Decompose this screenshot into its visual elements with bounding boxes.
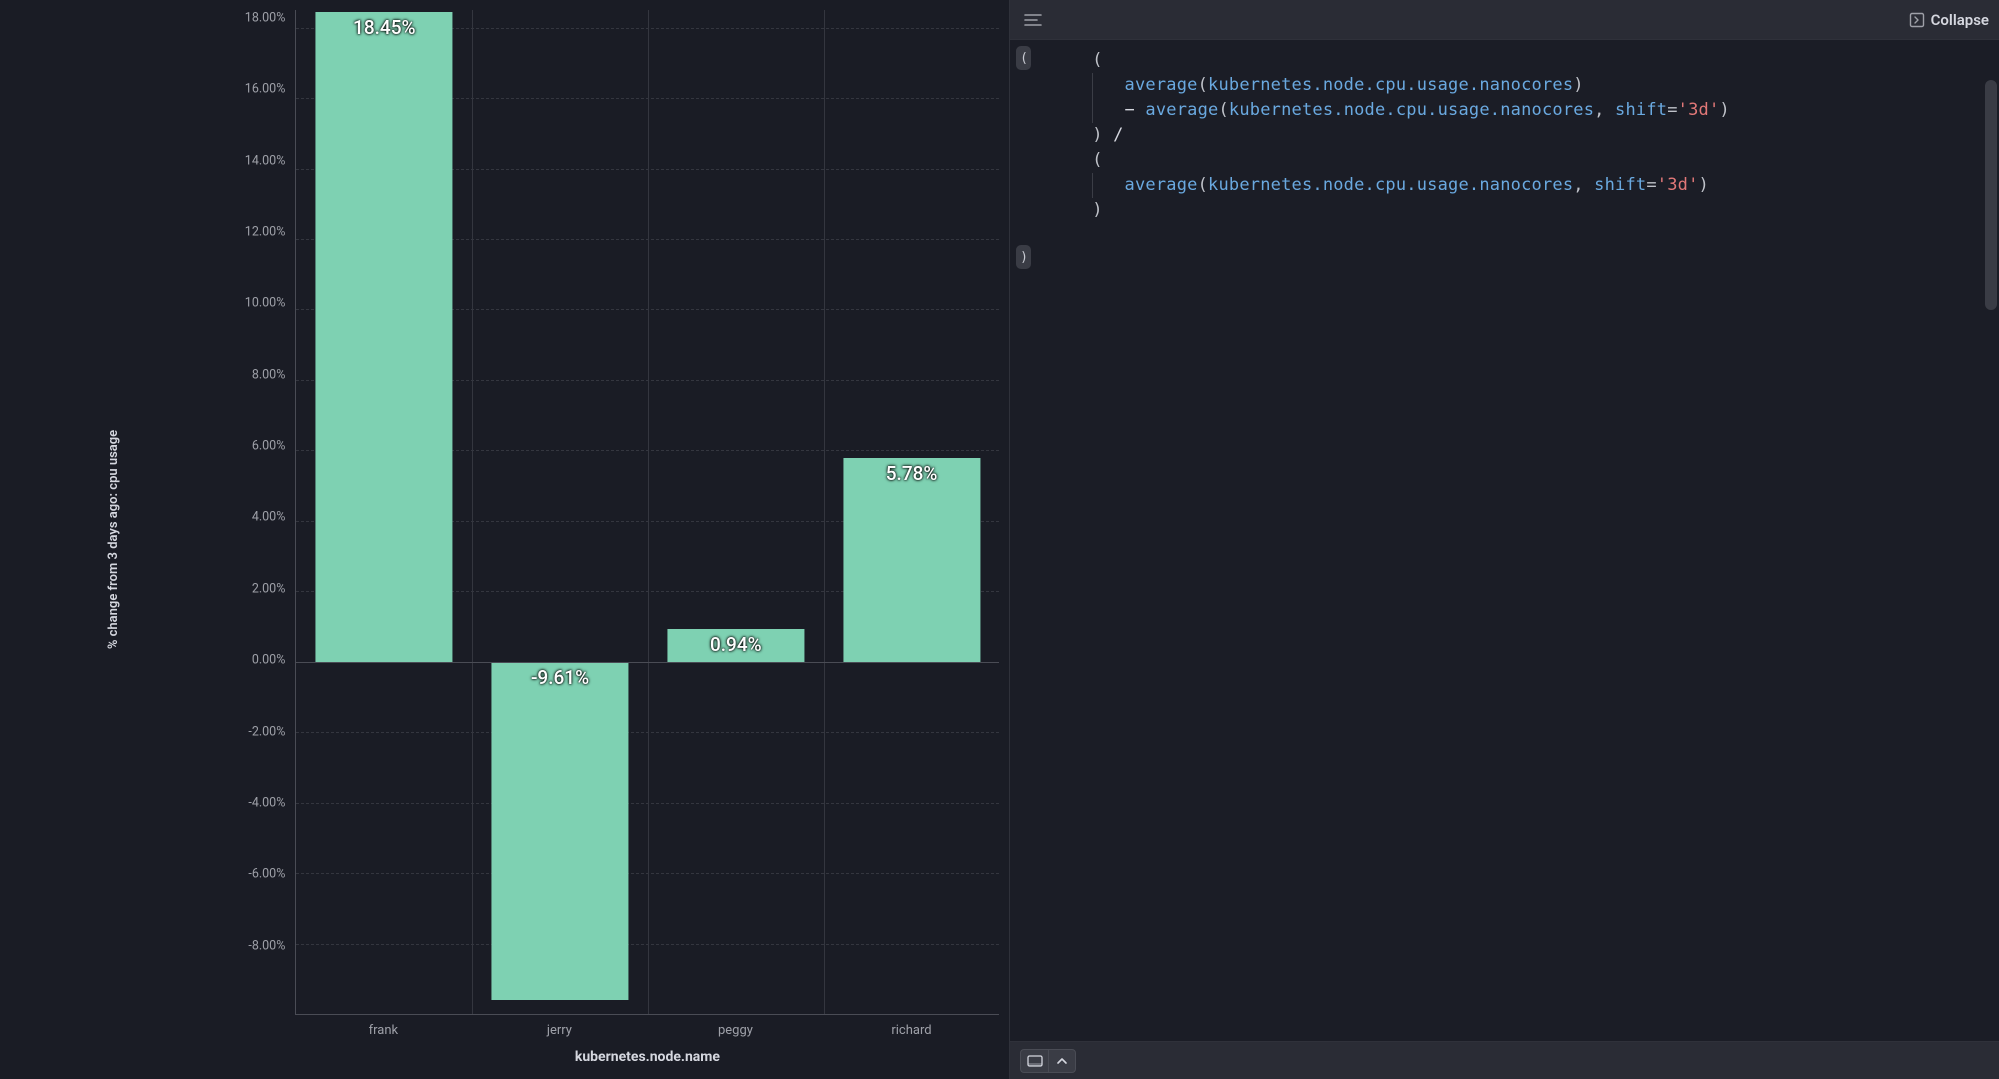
- chart-bar-value-label: 18.45%: [353, 16, 415, 39]
- chart-y-tick-label: 10.00%: [245, 296, 286, 311]
- chart-y-tick-label: 2.00%: [252, 581, 286, 596]
- fold-close-icon[interactable]: ): [1016, 245, 1031, 269]
- chart-y-tick-label: 8.00%: [252, 367, 286, 382]
- chart-x-tick-label: peggy: [647, 1017, 823, 1041]
- collapse-icon: [1909, 12, 1925, 28]
- chart-x-tick-label: frank: [295, 1017, 471, 1041]
- chart-bar-slot: 18.45%: [296, 10, 472, 1014]
- chart-y-axis-title: % change from 3 days ago: cpu usage: [106, 430, 121, 649]
- editor-gutter: ( ): [1016, 46, 1040, 269]
- editor-panel: Collapse ( ) ( average(kubernetes.node.c…: [1009, 0, 1999, 1079]
- editor-body[interactable]: ( ) ( average(kubernetes.node.cpu.usage.…: [1010, 40, 1999, 1041]
- editor-footer: [1010, 1041, 1999, 1079]
- chart-x-axis-title: kubernetes.node.name: [295, 1041, 999, 1079]
- keyboard-shortcuts-button[interactable]: [1020, 1049, 1048, 1073]
- chart-y-tick-label: -6.00%: [248, 867, 285, 882]
- chart-bar-value-label: 5.78%: [886, 462, 938, 485]
- chart-x-tick-label: jerry: [471, 1017, 647, 1041]
- chart-body: 18.00% 16.00% 14.00% 12.00% 10.00% 8.00% 6.00%…: [223, 0, 999, 1079]
- chart-bar-value-label: -9.61%: [531, 666, 589, 689]
- chart-y-axis-title-wrap: % change from 3 days ago: cpu usage: [4, 0, 223, 1079]
- editor-toolbar: Collapse: [1010, 0, 1999, 40]
- chart-y-tick-label: 0.00%: [252, 653, 286, 668]
- chart-x-tick-label: richard: [823, 1017, 999, 1041]
- chart-y-tick-label: 14.00%: [245, 153, 286, 168]
- chart-plot-row: 18.00% 16.00% 14.00% 12.00% 10.00% 8.00% 6.00%…: [223, 0, 999, 1017]
- chart-bar-slot: -9.61%: [472, 10, 648, 1014]
- chart-zero-line: [296, 662, 999, 663]
- chart-plot-area[interactable]: 18.45% -9.61% 0.94% 5.78%: [295, 10, 999, 1015]
- chart-bar[interactable]: [843, 458, 980, 662]
- chart-bar-slot: 0.94%: [648, 10, 824, 1014]
- chart-bar[interactable]: [316, 12, 453, 662]
- chart-x-ticks: frankjerrypeggyrichard: [295, 1017, 999, 1041]
- chart-bar[interactable]: [491, 662, 628, 1001]
- chart-panel: % change from 3 days ago: cpu usage 18.0…: [0, 0, 1009, 1079]
- app-root: % change from 3 days ago: cpu usage 18.0…: [0, 0, 1999, 1079]
- chart-y-tick-label: 12.00%: [245, 224, 286, 239]
- chart-bar-slot: 5.78%: [824, 10, 1000, 1014]
- collapse-button-label: Collapse: [1931, 11, 1989, 29]
- editor-code[interactable]: ( average(kubernetes.node.cpu.usage.nano…: [1050, 48, 1983, 223]
- chart-y-tick-label: 6.00%: [252, 439, 286, 454]
- collapse-button[interactable]: Collapse: [1909, 11, 1989, 29]
- chart-y-tick-label: -2.00%: [248, 724, 285, 739]
- chart-y-ticks: 18.00% 16.00% 14.00% 12.00% 10.00% 8.00% 6.00%…: [223, 0, 295, 1017]
- scrollbar-thumb[interactable]: [1985, 80, 1997, 310]
- chart-y-tick-label: -8.00%: [248, 938, 285, 953]
- chart-y-tick-label: 18.00%: [245, 10, 286, 25]
- chart-y-tick-label: 4.00%: [252, 510, 286, 525]
- chart-y-tick-label: 16.00%: [245, 82, 286, 97]
- expand-up-button[interactable]: [1048, 1049, 1076, 1073]
- chart-y-tick-label: -4.00%: [248, 795, 285, 810]
- chart-bar-value-label: 0.94%: [710, 633, 762, 656]
- word-wrap-icon[interactable]: [1024, 13, 1042, 27]
- fold-open-icon[interactable]: (: [1016, 46, 1031, 70]
